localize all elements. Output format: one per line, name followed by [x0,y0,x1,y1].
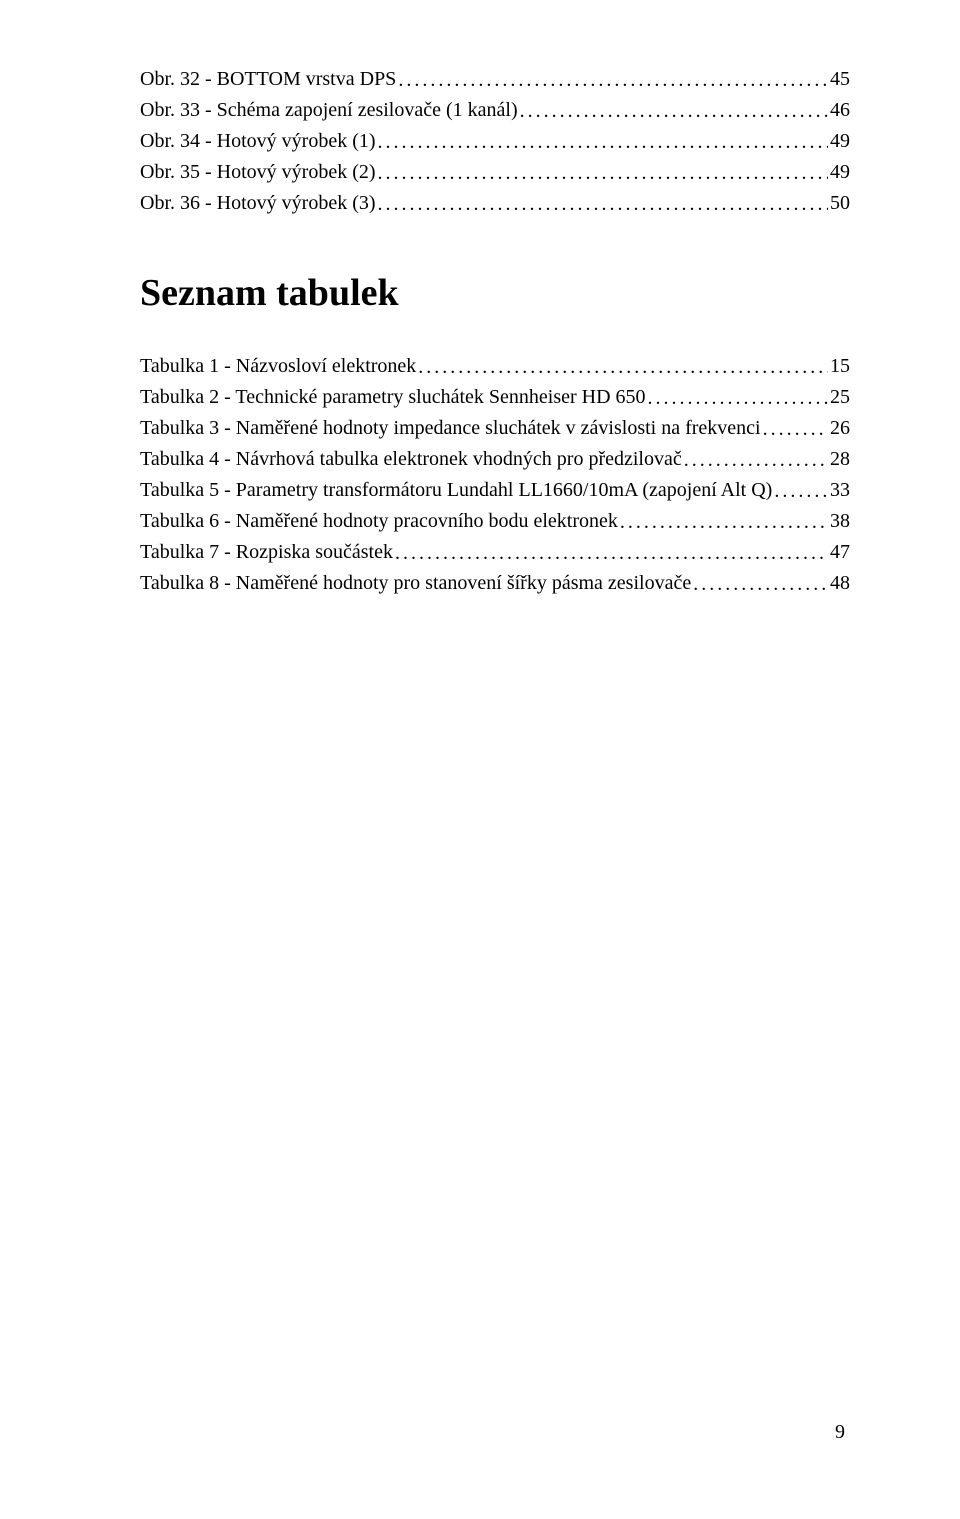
toc-dots [378,131,828,154]
toc-dots [693,573,828,596]
toc-label: Tabulka 4 - Návrhová tabulka elektronek … [140,448,682,471]
toc-dots [418,356,828,379]
toc-line: Tabulka 7 - Rozpiska součástek 47 [140,541,850,564]
toc-label: Tabulka 2 - Technické parametry slucháte… [140,386,646,409]
page: Obr. 32 - BOTTOM vrstva DPS 45 Obr. 33 -… [0,0,960,1519]
toc-line: Tabulka 8 - Naměřené hodnoty pro stanove… [140,572,850,595]
toc-dots [774,480,828,503]
toc-line: Tabulka 5 - Parametry transformátoru Lun… [140,479,850,502]
toc-dots [398,69,828,92]
toc-label: Tabulka 3 - Naměřené hodnoty impedance s… [140,417,761,440]
toc-label: Obr. 34 - Hotový výrobek (1) [140,130,376,153]
tables-list: Tabulka 1 - Názvosloví elektronek 15 Tab… [140,355,850,595]
toc-line: Tabulka 1 - Názvosloví elektronek 15 [140,355,850,378]
toc-page: 28 [830,448,850,471]
toc-line: Obr. 34 - Hotový výrobek (1) 49 [140,130,850,153]
toc-dots [684,449,828,472]
toc-line: Tabulka 4 - Návrhová tabulka elektronek … [140,448,850,471]
toc-page: 48 [830,572,850,595]
toc-page: 49 [830,161,850,184]
toc-line: Tabulka 3 - Naměřené hodnoty impedance s… [140,417,850,440]
toc-label: Obr. 32 - BOTTOM vrstva DPS [140,68,396,91]
toc-page: 47 [830,541,850,564]
toc-label: Obr. 36 - Hotový výrobek (3) [140,192,376,215]
toc-label: Tabulka 6 - Naměřené hodnoty pracovního … [140,510,618,533]
page-number: 9 [835,1421,845,1444]
toc-label: Tabulka 7 - Rozpiska součástek [140,541,393,564]
toc-label: Tabulka 5 - Parametry transformátoru Lun… [140,479,772,502]
toc-line: Obr. 35 - Hotový výrobek (2) 49 [140,161,850,184]
toc-page: 15 [830,355,850,378]
toc-page: 33 [830,479,850,502]
toc-label: Obr. 33 - Schéma zapojení zesilovače (1 … [140,99,518,122]
toc-page: 49 [830,130,850,153]
toc-label: Tabulka 1 - Názvosloví elektronek [140,355,416,378]
toc-dots [395,542,828,565]
toc-page: 26 [830,417,850,440]
figures-list: Obr. 32 - BOTTOM vrstva DPS 45 Obr. 33 -… [140,68,850,215]
toc-page: 38 [830,510,850,533]
toc-page: 45 [830,68,850,91]
toc-page: 25 [830,386,850,409]
toc-line: Tabulka 6 - Naměřené hodnoty pracovního … [140,510,850,533]
toc-dots [520,100,828,123]
toc-page: 50 [830,192,850,215]
toc-line: Obr. 36 - Hotový výrobek (3) 50 [140,192,850,215]
toc-dots [763,418,828,441]
section-heading: Seznam tabulek [140,271,850,315]
toc-dots [648,387,828,410]
toc-line: Tabulka 2 - Technické parametry slucháte… [140,386,850,409]
toc-dots [378,162,828,185]
toc-label: Tabulka 8 - Naměřené hodnoty pro stanove… [140,572,691,595]
toc-dots [620,511,828,534]
toc-page: 46 [830,99,850,122]
toc-line: Obr. 32 - BOTTOM vrstva DPS 45 [140,68,850,91]
toc-dots [378,193,828,216]
toc-line: Obr. 33 - Schéma zapojení zesilovače (1 … [140,99,850,122]
toc-label: Obr. 35 - Hotový výrobek (2) [140,161,376,184]
